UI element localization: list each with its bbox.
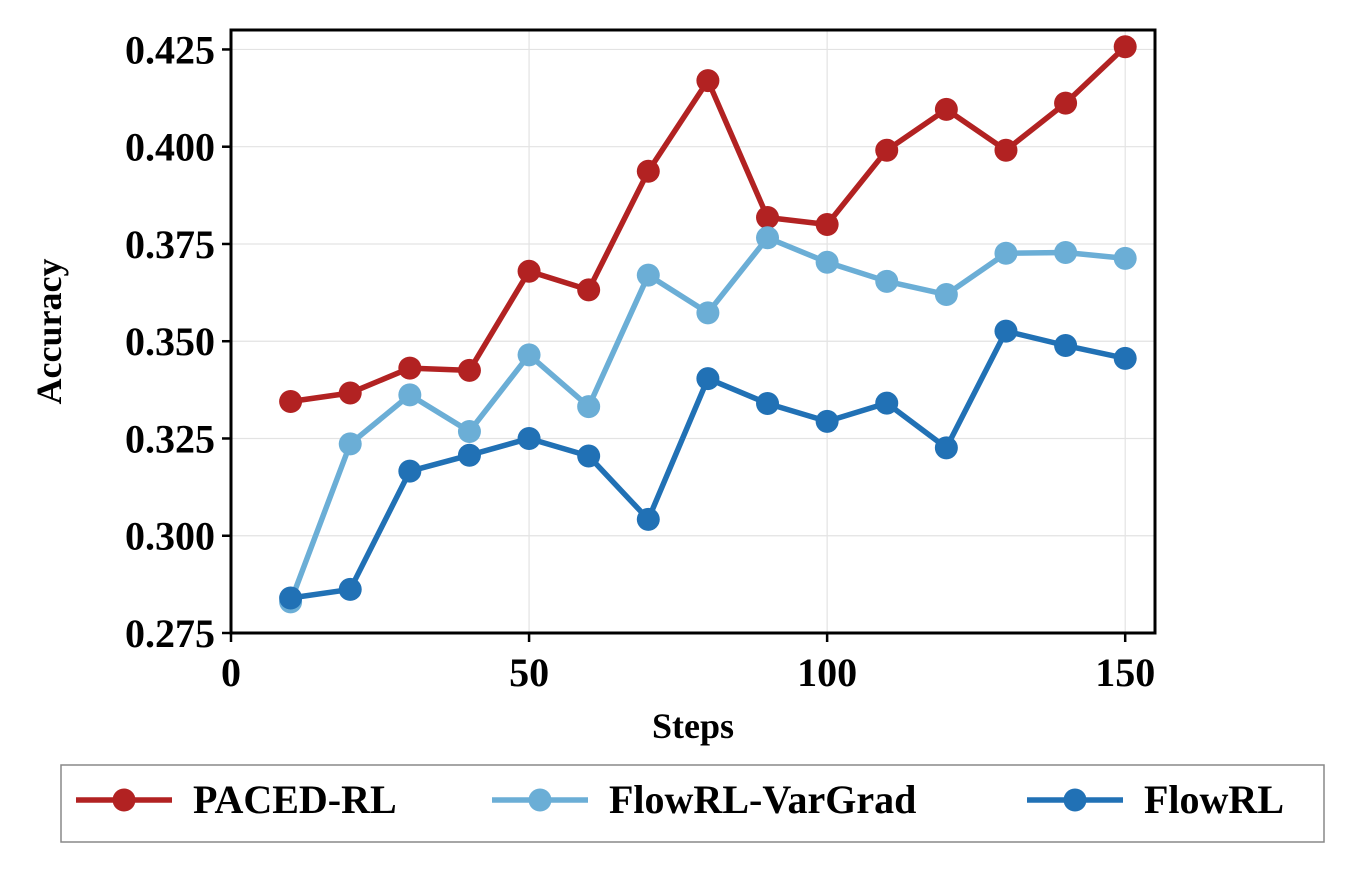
y-tick-label: 0.425 [125,27,215,72]
data-point [815,213,839,237]
legend-box [60,764,1325,843]
data-point [338,432,362,456]
y-tick-label: 0.325 [125,416,215,461]
data-point [934,283,958,307]
data-point [398,356,422,380]
legend-label: FlowRL-VarGrad [609,777,916,822]
data-point [279,586,303,610]
data-point [934,97,958,121]
data-point [1113,35,1137,59]
data-point [875,138,899,162]
data-point [517,426,541,450]
y-tick-label: 0.275 [125,611,215,656]
data-point [517,259,541,283]
legend-label: PACED-RL [193,777,397,822]
data-point [457,358,481,382]
data-point [1113,246,1137,270]
y-tick-label: 0.350 [125,319,215,364]
data-point [696,301,720,325]
data-point [815,409,839,433]
data-point [636,263,660,287]
data-point [875,391,899,415]
data-point [696,367,720,391]
data-point [815,250,839,274]
data-point [696,69,720,93]
x-tick-label: 100 [797,650,857,695]
data-point [1054,91,1078,115]
data-point [636,159,660,183]
axes-layer: 0 50 100 150 0.275 0.300 0.325 0.350 0.375 0.400 0… [125,27,1155,695]
series-flowrl [279,319,1137,610]
data-point [1113,346,1137,370]
data-point [338,381,362,405]
data-point [875,269,899,293]
data-point [279,390,303,414]
data-point [1054,241,1078,265]
x-tick-label: 150 [1095,650,1155,695]
data-point [457,419,481,443]
y-tick-label: 0.300 [125,514,215,559]
legend-label: FlowRL [1144,777,1284,822]
data-point [756,226,780,250]
data-point [577,395,601,419]
data-point [756,391,780,415]
y-tick-label: 0.375 [125,222,215,267]
data-point [577,444,601,468]
data-point [1054,334,1078,358]
data-point [994,138,1018,162]
data-point [457,443,481,467]
data-point [994,241,1018,265]
x-tick-label: 50 [509,650,549,695]
y-tick-label: 0.400 [125,125,215,170]
legend-marker [112,788,136,812]
series-flowrl-vargrad [279,226,1137,614]
plot-frame [229,28,1157,635]
data-point [994,319,1018,343]
legend-marker [528,788,552,812]
data-point [338,577,362,601]
data-point [636,507,660,531]
data-point [577,278,601,302]
x-axis-title: Steps [652,706,734,746]
series-layer [279,35,1137,614]
data-point [517,343,541,367]
data-point [756,206,780,230]
data-point [934,436,958,460]
legend: PACED-RL FlowRL-VarGrad FlowRL [60,764,1325,843]
data-point [398,383,422,407]
series-line [288,234,1126,603]
x-tick-label: 0 [221,650,241,695]
series-paced-rl [279,35,1137,414]
legend-marker [1063,788,1087,812]
y-axis-title: Accuracy [29,259,69,405]
data-point [398,459,422,483]
